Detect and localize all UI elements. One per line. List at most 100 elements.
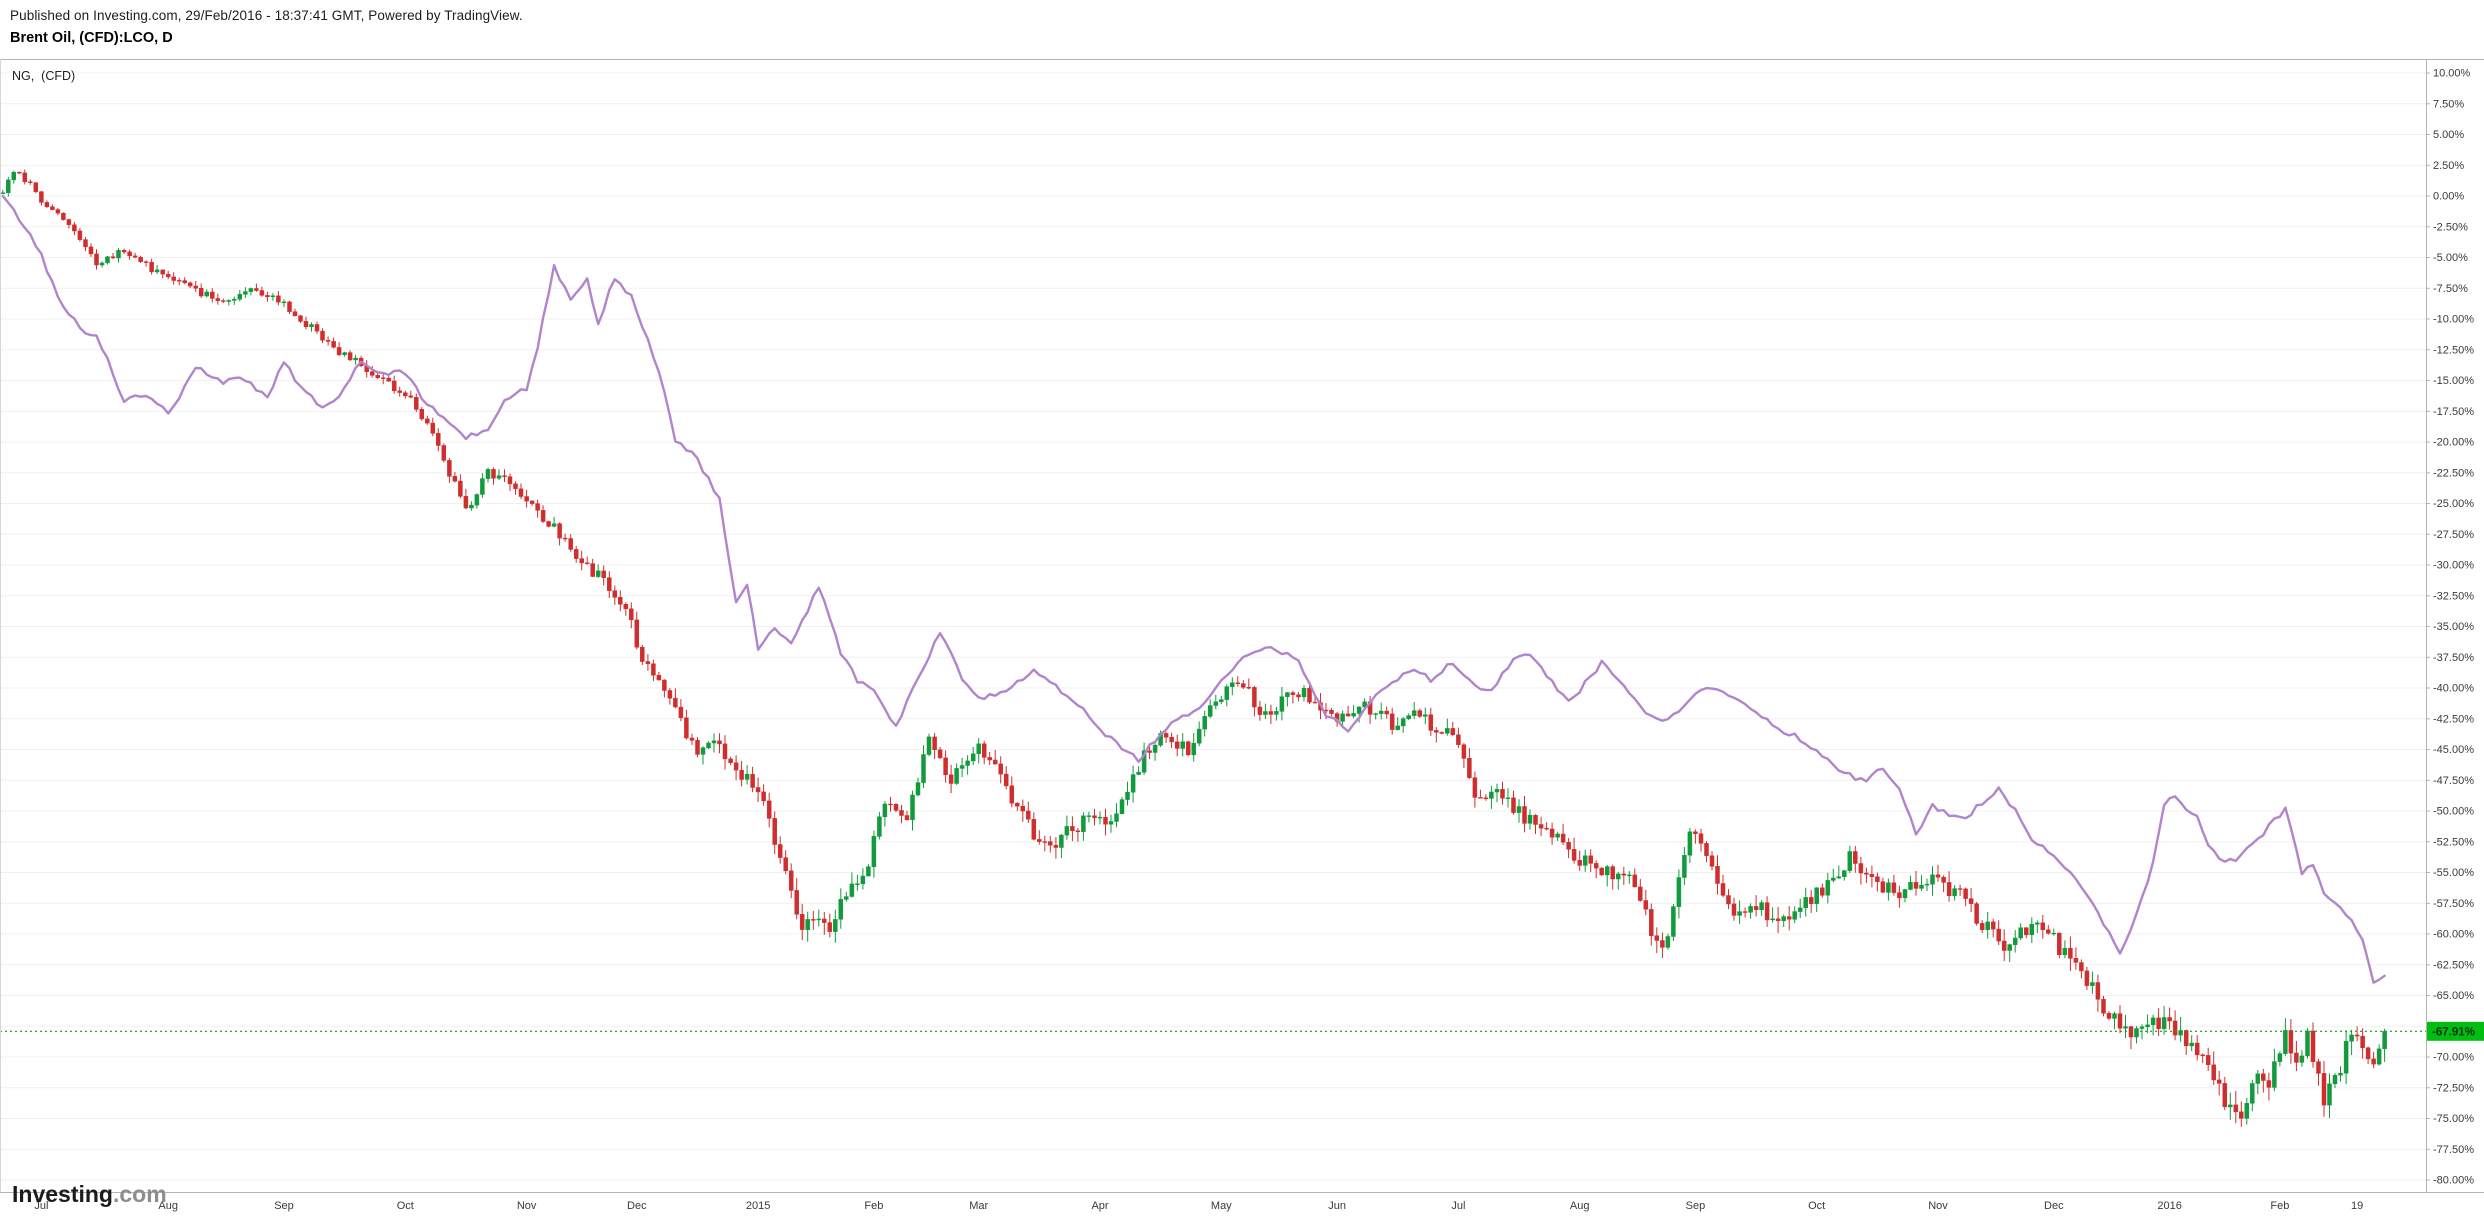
candle-down <box>943 750 948 783</box>
price-axis[interactable]: 10.00% 7.50% 5.00% 2.50% 0.00% -2.50% -5.00% -7… <box>2426 59 2484 1192</box>
logo-text-main: Investing <box>12 1181 113 1207</box>
candle-up <box>2338 1066 2343 1082</box>
legend-ng[interactable]: NG, (CFD) <box>9 68 79 84</box>
candle-down <box>932 732 937 760</box>
price-axis-label: -22.50% <box>2433 467 2474 479</box>
candle-down <box>1163 731 1169 743</box>
candle-up <box>1114 803 1119 828</box>
candle-up <box>1489 786 1494 809</box>
candle-down <box>391 375 397 394</box>
candle-up <box>11 170 17 184</box>
candle-down <box>50 204 55 211</box>
time-axis-label: Dec <box>627 1200 647 1212</box>
candle-down <box>1500 781 1505 805</box>
candle-up <box>2277 1051 2283 1067</box>
candle-up <box>1136 766 1141 776</box>
candle-down <box>1544 822 1549 831</box>
candle-down <box>1709 851 1715 871</box>
candle-up <box>2305 1028 2310 1059</box>
candle-down <box>17 171 22 175</box>
candle-down <box>998 756 1003 784</box>
time-axis-label: Sep <box>1686 1200 1706 1212</box>
price-axis-label: -12.50% <box>2433 344 2474 356</box>
price-axis-label: 2.50% <box>2433 160 2464 172</box>
candle-down <box>1891 874 1897 896</box>
candle-down <box>623 602 629 616</box>
candle-down <box>937 746 943 759</box>
candle-down <box>573 546 579 563</box>
candle-down <box>1483 794 1489 801</box>
time-axis-label: 2016 <box>2157 1200 2181 1212</box>
candle-down <box>1384 706 1389 719</box>
candle-down <box>1820 883 1825 898</box>
investing-logo[interactable]: Investing.com <box>12 1183 167 1206</box>
candle-down <box>2172 1010 2178 1041</box>
candle-up <box>1814 887 1819 912</box>
candle-down <box>739 760 744 787</box>
candle-up <box>2376 1044 2382 1066</box>
candle-down <box>1147 745 1152 760</box>
candle-up <box>232 296 237 305</box>
time-axis[interactable]: Jul Aug Sep Oct Nov Dec 2015 Feb Mar Apr May Jun Jul… <box>0 1192 2484 1218</box>
candle-down <box>755 777 761 802</box>
candle-down <box>369 366 375 378</box>
candle-down <box>215 293 221 305</box>
candle-down <box>607 571 612 598</box>
candle-up <box>1191 732 1196 762</box>
candle-down <box>331 337 336 349</box>
candle-down <box>1549 822 1555 845</box>
candle-down <box>535 499 540 518</box>
candle-up <box>1125 781 1130 806</box>
candle-down <box>1235 676 1241 687</box>
price-axis-label: -47.50% <box>2433 775 2474 787</box>
candle-down <box>176 277 182 286</box>
candle-down <box>1461 743 1467 768</box>
candle-down <box>1511 790 1516 815</box>
candle-up <box>2145 1014 2150 1034</box>
candle-up <box>485 467 491 483</box>
time-axis-label: Dec <box>2044 1200 2064 1212</box>
candle-down <box>524 489 529 508</box>
candle-down <box>149 258 154 275</box>
candle-down <box>1053 837 1059 859</box>
chart-area[interactable]: 10.00% 7.50% 5.00% 2.50% 0.00% -2.50% -5.00% -7… <box>0 59 2484 1218</box>
candle-down <box>320 328 325 344</box>
candle-down <box>1610 864 1615 890</box>
candlestick-series <box>0 169 2387 1127</box>
candle-up <box>1952 885 1957 901</box>
candle-down <box>1935 864 1941 882</box>
candle-down <box>2084 966 2090 990</box>
candle-up <box>2090 971 2095 994</box>
candle-down <box>1632 868 1638 888</box>
candle-down <box>1246 678 1252 690</box>
candle-up <box>1423 707 1428 725</box>
candle-down <box>55 207 61 216</box>
candle-down <box>1538 816 1544 836</box>
candle-down <box>1715 855 1720 895</box>
candle-up <box>154 265 160 274</box>
candle-down <box>441 443 447 463</box>
candle-down <box>491 467 496 485</box>
candle-down <box>72 221 77 236</box>
candle-up <box>204 289 210 298</box>
candle-down <box>2040 914 2046 939</box>
candle-down <box>612 585 618 605</box>
candle-down <box>193 280 198 292</box>
candle-down <box>1031 812 1037 841</box>
candle-down <box>171 272 176 285</box>
candle-down <box>425 415 430 425</box>
candle-down <box>899 804 904 824</box>
candle-up <box>1301 685 1307 702</box>
candle-down <box>2128 1026 2134 1050</box>
candle-down <box>2360 1028 2365 1059</box>
candle-up <box>711 733 717 753</box>
candle-up <box>1130 765 1136 803</box>
candle-down <box>502 469 507 483</box>
candle-down <box>507 473 513 491</box>
candle-down <box>783 850 788 875</box>
chart-canvas[interactable]: 10.00% 7.50% 5.00% 2.50% 0.00% -2.50% -5.00% -7… <box>0 59 2484 1218</box>
candle-down <box>689 733 695 745</box>
candle-down <box>1417 708 1423 718</box>
candle-down <box>77 228 83 242</box>
candle-up <box>882 801 888 827</box>
